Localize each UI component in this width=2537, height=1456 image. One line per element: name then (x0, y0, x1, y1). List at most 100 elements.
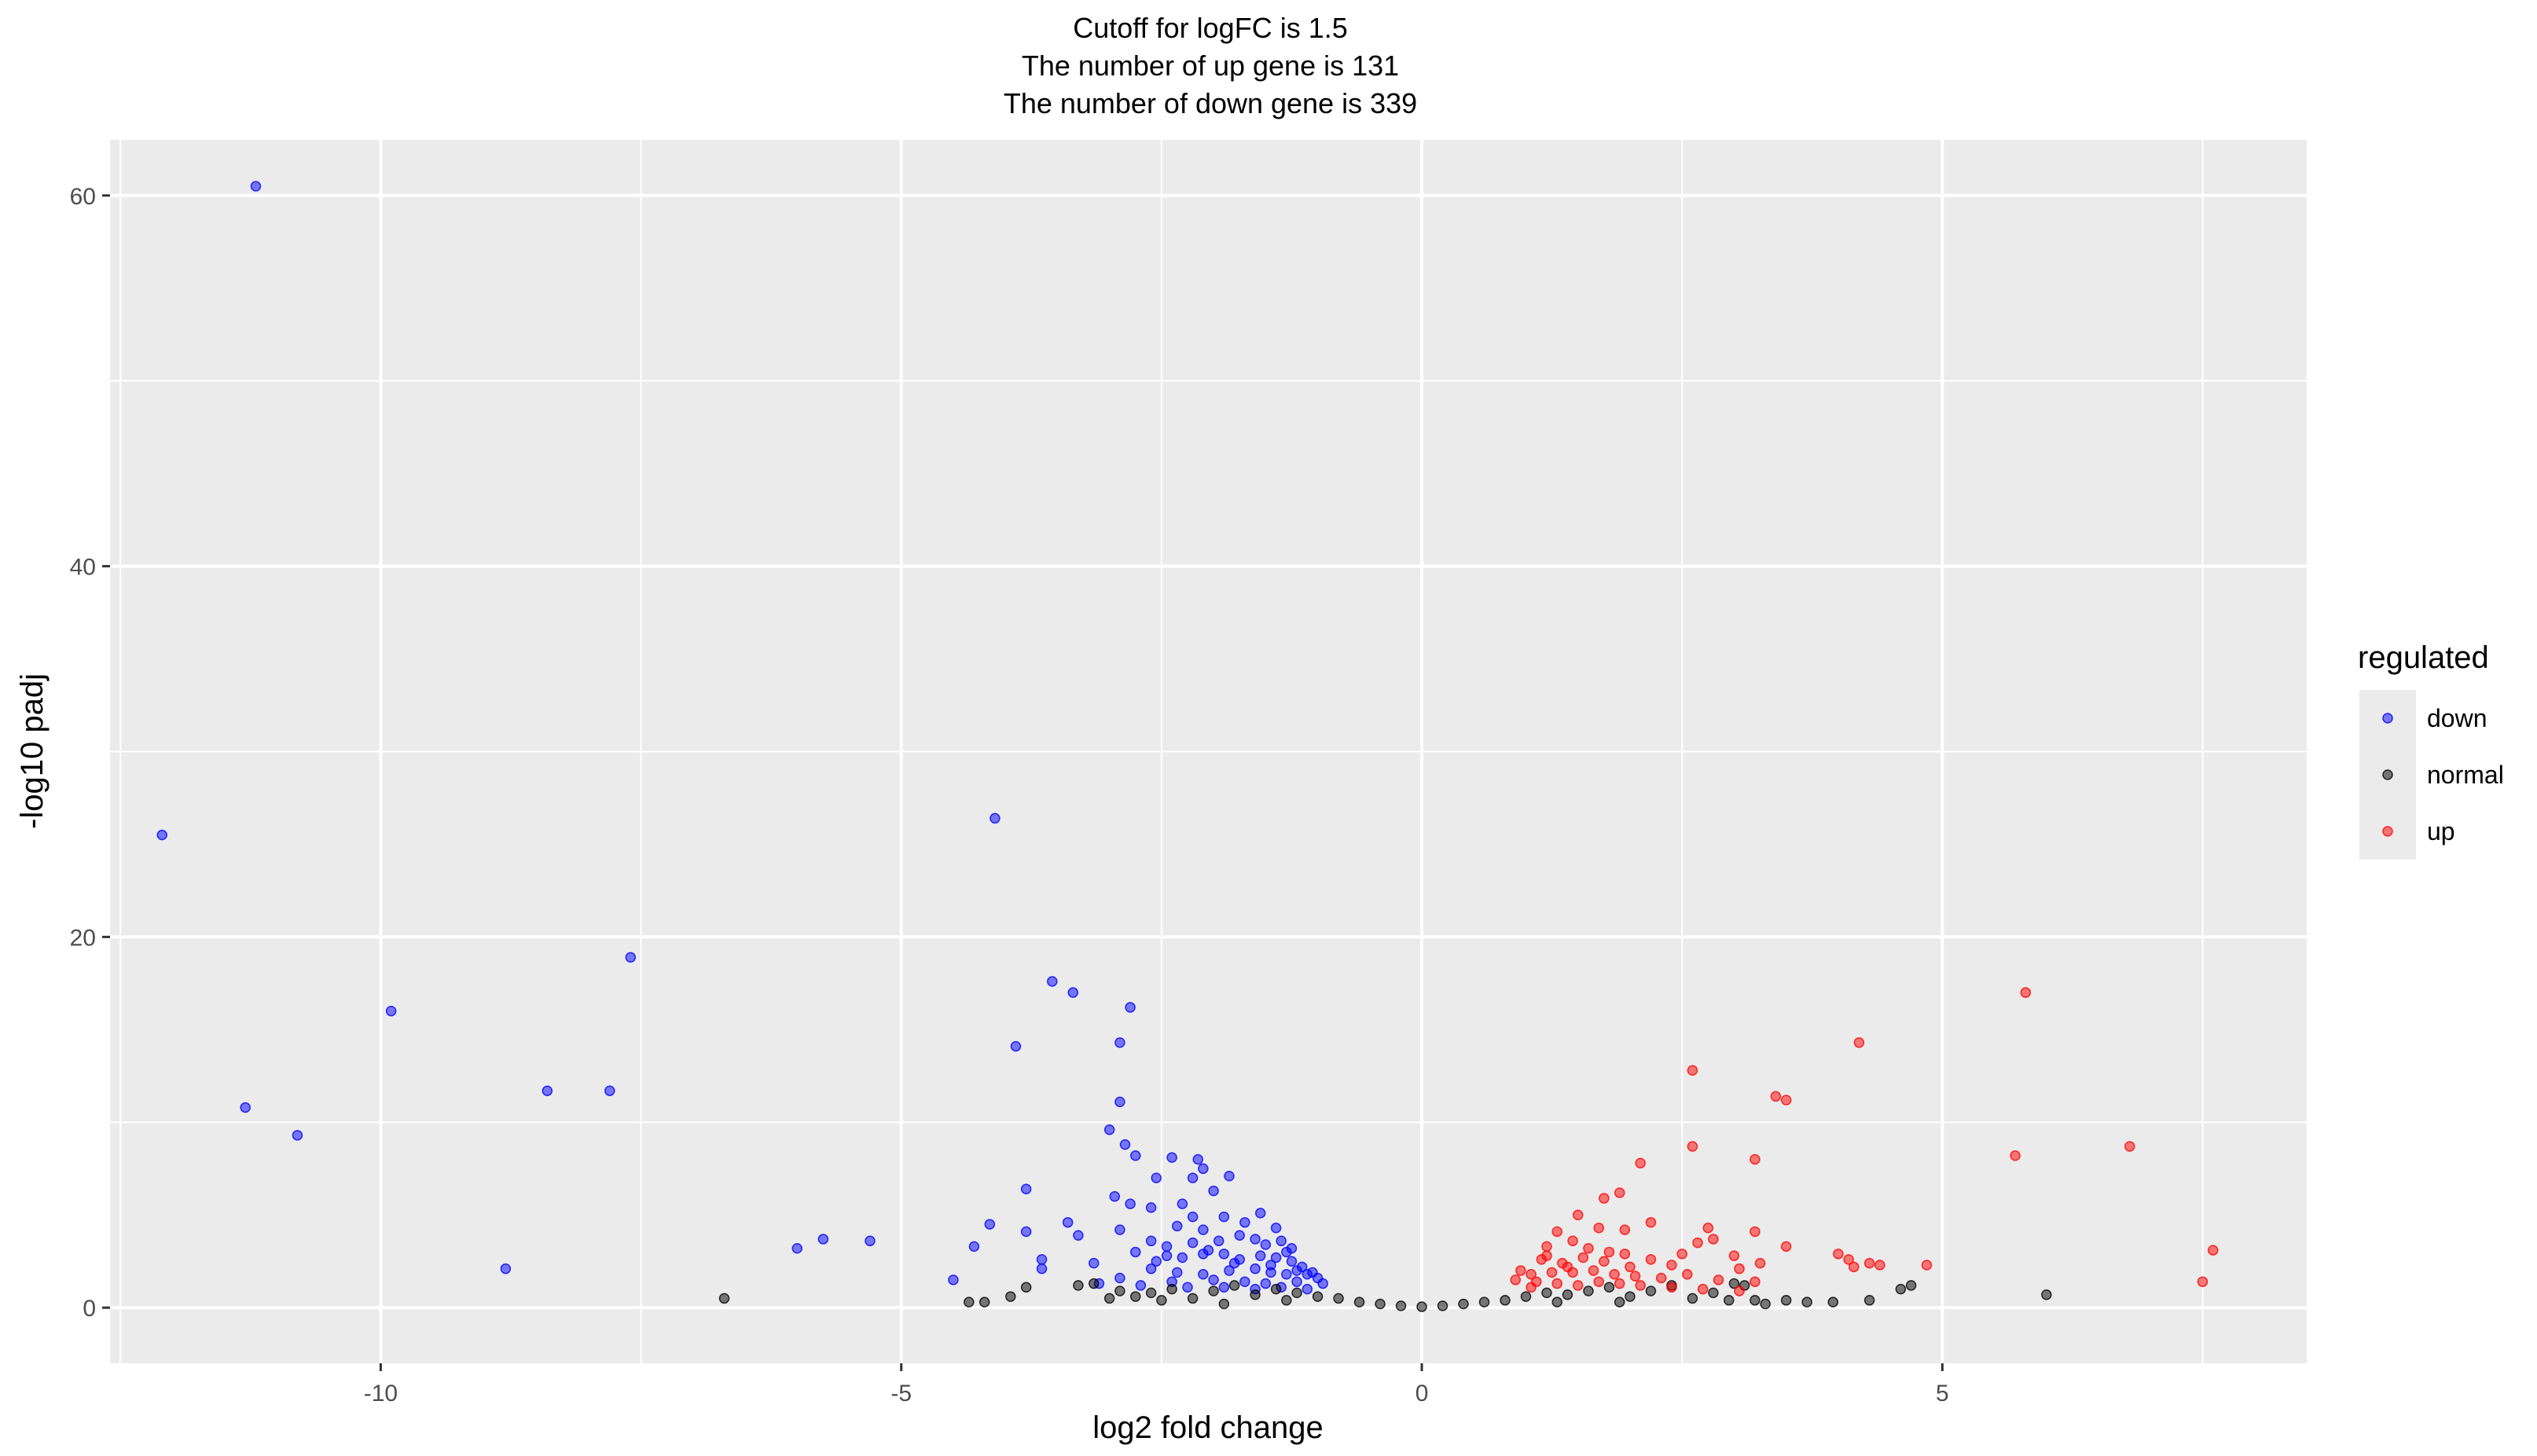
point-down (1213, 1235, 1224, 1247)
point-up (1526, 1269, 1537, 1280)
point-normal (1645, 1285, 1657, 1296)
point-down (1130, 1246, 1141, 1258)
point-down (500, 1263, 512, 1274)
point-down (1239, 1216, 1250, 1228)
legend-label-down: down (2427, 704, 2487, 732)
point-down (1250, 1263, 1261, 1274)
point-up (1645, 1254, 1657, 1265)
point-normal (1281, 1295, 1292, 1306)
point-normal (1333, 1293, 1344, 1304)
point-up (1874, 1260, 1885, 1271)
point-down (1130, 1150, 1141, 1161)
point-up (1614, 1187, 1625, 1198)
point-up (1593, 1276, 1604, 1287)
point-normal (1145, 1287, 1157, 1299)
point-down (1114, 1224, 1125, 1235)
point-down (1135, 1280, 1147, 1291)
title-line-2: The number of up gene is 131 (1022, 50, 1399, 82)
point-up (1603, 1246, 1615, 1258)
point-normal (1780, 1295, 1792, 1306)
point-up (1567, 1235, 1578, 1247)
point-down (1103, 1124, 1115, 1135)
point-down (1166, 1152, 1177, 1163)
x-tick-label: -5 (890, 1381, 912, 1406)
point-up (1541, 1241, 1552, 1252)
legend-label-up: up (2427, 817, 2455, 845)
point-up (1692, 1237, 1703, 1249)
point-up (1754, 1257, 1766, 1269)
point-normal (1801, 1296, 1812, 1307)
point-normal (1166, 1283, 1177, 1295)
point-down (1151, 1256, 1162, 1267)
point-normal (1551, 1296, 1563, 1307)
point-down (1145, 1263, 1157, 1274)
point-normal (1416, 1301, 1427, 1312)
point-down (1161, 1241, 1173, 1252)
point-normal (1156, 1295, 1167, 1306)
point-down (1291, 1265, 1302, 1276)
point-up (1702, 1223, 1714, 1234)
point-up (1666, 1260, 1677, 1271)
point-up (1849, 1261, 1860, 1273)
point-down (1073, 1230, 1084, 1241)
point-normal (1291, 1287, 1302, 1299)
point-normal (1089, 1278, 1100, 1289)
y-tick-label: 40 (70, 555, 96, 581)
point-normal (1353, 1296, 1365, 1307)
point-up (1572, 1209, 1584, 1221)
point-up (1599, 1256, 1610, 1267)
point-up (1635, 1280, 1646, 1291)
point-up (2010, 1150, 2021, 1161)
point-down (1177, 1252, 1188, 1263)
point-down (1109, 1190, 1121, 1202)
point-down (250, 181, 262, 192)
point-normal (1103, 1293, 1115, 1304)
point-up (1583, 1242, 1594, 1254)
point-up (1619, 1224, 1631, 1235)
point-normal (1130, 1291, 1141, 1302)
point-down (385, 1006, 397, 1017)
point-up (2208, 1245, 2219, 1256)
point-normal (1827, 1296, 1839, 1307)
point-up (1749, 1276, 1760, 1287)
point-up (1593, 1223, 1604, 1234)
point-normal (1187, 1293, 1199, 1304)
point-normal (718, 1293, 730, 1304)
point-normal (2041, 1289, 2052, 1300)
point-normal (1583, 1285, 1594, 1296)
point-up (1577, 1252, 1589, 1263)
point-normal (1458, 1298, 1469, 1310)
point-normal (1208, 1285, 1219, 1296)
point-down (989, 812, 1000, 824)
point-down (1276, 1235, 1287, 1247)
point-up (1734, 1263, 1745, 1274)
point-up (1645, 1216, 1657, 1228)
point-normal (1863, 1295, 1875, 1306)
point-down (1145, 1235, 1157, 1247)
point-down (968, 1241, 980, 1252)
point-down (1089, 1257, 1100, 1269)
point-down (1218, 1282, 1230, 1293)
point-normal (1687, 1293, 1698, 1304)
point-normal (1520, 1291, 1532, 1302)
point-up (1625, 1261, 1636, 1273)
point-down (1062, 1216, 1074, 1228)
point-down (1317, 1278, 1328, 1289)
x-tick-label: -10 (364, 1381, 398, 1406)
point-down (1151, 1172, 1162, 1183)
point-up (1635, 1157, 1646, 1168)
point-down (1187, 1237, 1199, 1249)
point-normal (1073, 1280, 1084, 1291)
point-down (1114, 1272, 1125, 1284)
point-normal (1270, 1283, 1282, 1295)
data-points (156, 181, 2219, 1312)
point-up (1588, 1265, 1599, 1276)
point-up (2197, 1276, 2208, 1287)
point-normal (964, 1296, 975, 1307)
point-down (1010, 1040, 1022, 1052)
point-down (1250, 1234, 1261, 1245)
point-normal (1749, 1295, 1760, 1306)
point-normal (1250, 1289, 1261, 1300)
point-down (1177, 1198, 1188, 1209)
